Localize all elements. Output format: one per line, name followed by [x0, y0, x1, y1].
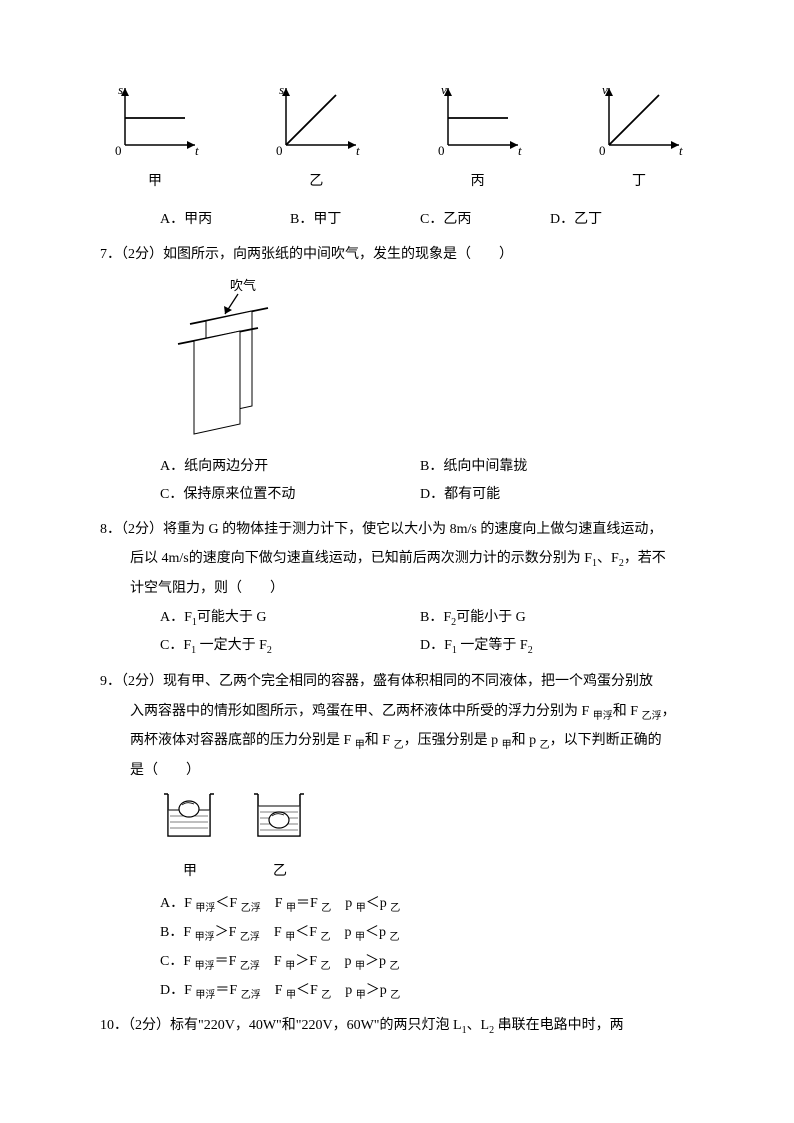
question-7: 7．（2分）如图所示，向两张纸的中间吹气，发生的现象是（ ） 吹气 A．纸向两边… — [100, 240, 694, 509]
svg-text:0: 0 — [438, 143, 445, 158]
q7-points: （2分） — [121, 247, 163, 262]
q8-points: （2分） — [121, 522, 163, 537]
q9-opt-c: C．F 甲浮＝F 乙浮 F 甲＞F 乙 p 甲＞p 乙 — [160, 948, 694, 977]
q8-number: 8． — [100, 522, 121, 537]
graph-options: A．甲丙 B．甲丁 C．乙丙 D．乙丁 — [160, 205, 694, 234]
graph-ding-xlabel: t — [679, 143, 683, 158]
q7-number: 7． — [100, 247, 121, 262]
graph-opt-a: A．甲丙 — [160, 205, 260, 234]
q9-line2: 入两容器中的情形如图所示，鸡蛋在甲、乙两杯液体中所受的浮力分别为 F 甲浮和 F… — [130, 697, 694, 727]
graph-yi-caption: 乙 — [261, 167, 371, 196]
svg-text:0: 0 — [115, 143, 122, 158]
q7-figure: 吹气 — [160, 276, 694, 447]
graph-jia-svg: s t 0 — [105, 80, 205, 160]
q9-figure: 甲 乙 — [160, 786, 694, 887]
q9-number: 9． — [100, 674, 121, 689]
q8-opt-a: A．F1可能大于 G — [160, 604, 420, 633]
graph-ding: v t 0 丁 — [584, 80, 694, 197]
graph-jia-ylabel: s — [118, 82, 123, 97]
graph-ding-svg: v t 0 — [589, 80, 689, 160]
q8-opt-c: C．F1 一定大于 F2 — [160, 632, 420, 661]
graph-bing-caption: 丙 — [423, 167, 533, 196]
question-10: 10．（2分）标有"220V，40W"和"220V，60W"的两只灯泡 L1、L… — [100, 1011, 694, 1041]
graph-jia-caption: 甲 — [100, 167, 210, 196]
q9-line4: 是（ ） — [130, 756, 694, 785]
q8-line2: 后以 4m/s的速度向下做匀速直线运动，已知前后两次测力计的示数分别为 F1、F… — [130, 544, 694, 574]
q7-options: A．纸向两边分开 B．纸向中间靠拢 C．保持原来位置不动 D．都有可能 — [160, 453, 694, 509]
graph-opt-c: C．乙丙 — [420, 205, 520, 234]
q7-opt-c: C．保持原来位置不动 — [160, 481, 420, 509]
beaker-yi-label: 乙 — [250, 857, 310, 886]
graph-yi-xlabel: t — [356, 143, 360, 158]
q7-text: 如图所示，向两张纸的中间吹气，发生的现象是（ ） — [163, 247, 513, 262]
q9-line1: 现有甲、乙两个完全相同的容器，盛有体积相同的不同液体，把一个鸡蛋分别放 — [163, 674, 653, 689]
graph-ding-caption: 丁 — [584, 167, 694, 196]
graph-bing-ylabel: v — [441, 82, 447, 97]
q10-text-a: 标有"220V，40W"和"220V，60W"的两只灯泡 L — [170, 1018, 462, 1033]
svg-text:0: 0 — [276, 143, 283, 158]
graph-bing: v t 0 丙 — [423, 80, 533, 197]
graph-jia: s t 0 甲 — [100, 80, 210, 197]
graph-opt-d: D．乙丁 — [550, 205, 650, 234]
question-9: 9．（2分）现有甲、乙两个完全相同的容器，盛有体积相同的不同液体，把一个鸡蛋分别… — [100, 667, 694, 1005]
beaker-jia-label: 甲 — [160, 857, 220, 886]
q8-line1: 将重为 G 的物体挂于测力计下，使它以大小为 8m/s 的速度向上做匀速直线运动… — [163, 522, 662, 537]
graph-row: s t 0 甲 s t 0 乙 — [100, 80, 694, 197]
graph-ding-ylabel: v — [602, 82, 608, 97]
svg-text:0: 0 — [599, 143, 606, 158]
question-8: 8．（2分）将重为 G 的物体挂于测力计下，使它以大小为 8m/s 的速度向上做… — [100, 515, 694, 661]
q10-number: 10． — [100, 1018, 128, 1033]
q9-opt-b: B．F 甲浮＞F 乙浮 F 甲＜F 乙 p 甲＜p 乙 — [160, 919, 694, 948]
graph-bing-svg: v t 0 — [428, 80, 528, 160]
q8-opt-d: D．F1 一定等于 F2 — [420, 632, 680, 661]
q10-text-b: 串联在电路中时，两 — [494, 1018, 624, 1033]
graph-yi-ylabel: s — [279, 82, 284, 97]
q10-points: （2分） — [128, 1018, 170, 1033]
q7-fig-label: 吹气 — [230, 278, 256, 293]
q9-opt-d: D．F 甲浮＝F 乙浮 F 甲＜F 乙 p 甲＞p 乙 — [160, 977, 694, 1006]
graph-yi-svg: s t 0 — [266, 80, 366, 160]
q7-opt-d: D．都有可能 — [420, 481, 680, 509]
graph-bing-xlabel: t — [518, 143, 522, 158]
q8-line3: 计空气阻力，则（ ） — [130, 574, 694, 603]
graph-yi: s t 0 乙 — [261, 80, 371, 197]
beaker-jia: 甲 — [160, 786, 220, 887]
graph-opt-b: B．甲丁 — [290, 205, 390, 234]
q8-options: A．F1可能大于 G B．F2可能小于 G C．F1 一定大于 F2 D．F1 … — [160, 604, 694, 662]
beaker-yi: 乙 — [250, 786, 310, 887]
q9-points: （2分） — [121, 674, 163, 689]
q9-opt-a: A．F 甲浮＜F 乙浮 F 甲＝F 乙 p 甲＜p 乙 — [160, 890, 694, 919]
graph-jia-xlabel: t — [195, 143, 199, 158]
q9-line3: 两杯液体对容器底部的压力分别是 F 甲和 F 乙，压强分别是 p 甲和 p 乙，… — [130, 726, 694, 756]
q8-opt-b: B．F2可能小于 G — [420, 604, 680, 633]
q7-opt-a: A．纸向两边分开 — [160, 453, 420, 481]
q7-opt-b: B．纸向中间靠拢 — [420, 453, 680, 481]
